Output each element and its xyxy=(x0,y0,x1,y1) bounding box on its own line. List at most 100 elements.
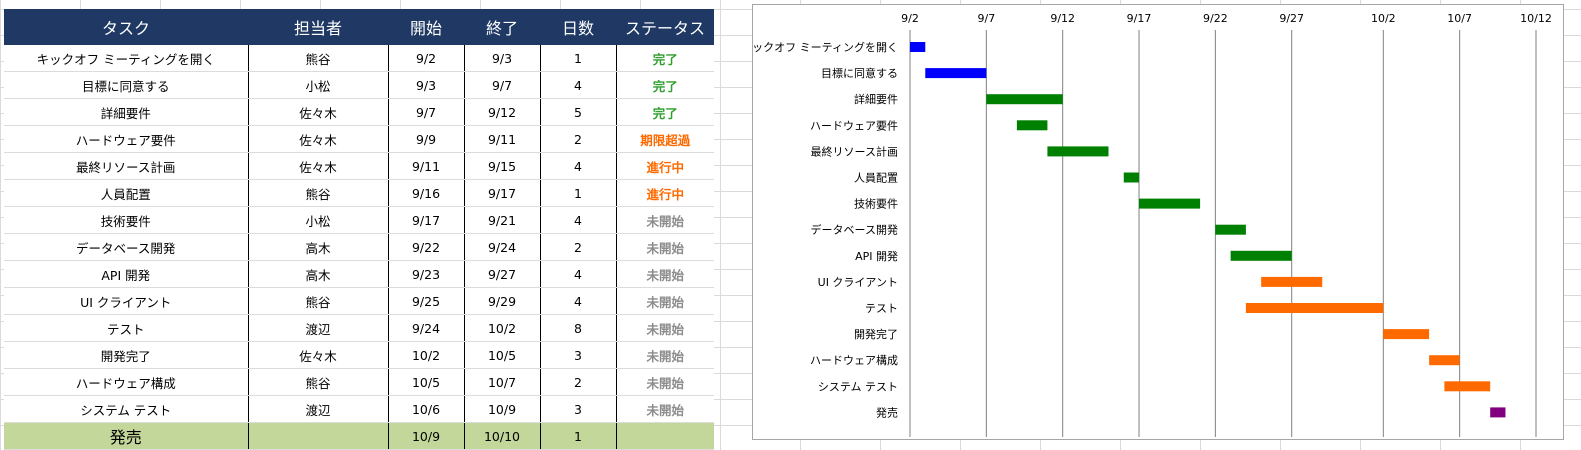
assignee-cell[interactable]: 渡辺 xyxy=(248,395,389,423)
table-row[interactable]: テスト 渡辺 9/24 10/2 8 未開始 xyxy=(4,314,714,342)
end-header[interactable]: 終了 xyxy=(464,9,540,45)
start-cell[interactable]: 9/24 xyxy=(388,314,465,342)
assignee-cell[interactable]: 熊谷 xyxy=(248,368,389,396)
table-row[interactable]: 詳細要件 佐々木 9/7 9/12 5 完了 xyxy=(4,98,714,126)
end-cell[interactable]: 10/7 xyxy=(464,368,541,396)
days-cell[interactable]: 4 xyxy=(540,260,617,288)
task-header[interactable]: タスク xyxy=(4,9,248,45)
status-cell[interactable]: 完了 xyxy=(616,45,714,72)
gantt-chart[interactable]: 9/2 9/7 9/12 9/17 9/22 9/27 10/2 10/7 10/12 キックオフ… xyxy=(752,4,1564,440)
start-cell[interactable]: 9/17 xyxy=(388,206,465,234)
status-cell[interactable]: 完了 xyxy=(616,98,714,126)
table-row[interactable]: 技術要件 小松 9/17 9/21 4 未開始 xyxy=(4,206,714,234)
start-cell[interactable]: 9/25 xyxy=(388,287,465,315)
task-cell[interactable]: キックオフ ミーティングを開く xyxy=(4,45,249,72)
table-row[interactable]: UI クライアント 熊谷 9/25 9/29 4 未開始 xyxy=(4,287,714,315)
days-cell[interactable]: 1 xyxy=(540,422,617,450)
status-cell[interactable] xyxy=(616,422,714,450)
task-cell[interactable]: 開発完了 xyxy=(4,341,249,369)
task-cell[interactable]: テスト xyxy=(4,314,249,342)
assignee-cell[interactable]: 渡辺 xyxy=(248,314,389,342)
start-cell[interactable]: 9/3 xyxy=(388,71,465,99)
end-cell[interactable]: 9/3 xyxy=(464,45,541,72)
days-cell[interactable]: 4 xyxy=(540,71,617,99)
task-cell[interactable]: ハードウェア要件 xyxy=(4,125,249,153)
status-cell[interactable]: 期限超過 xyxy=(616,125,714,153)
end-cell[interactable]: 9/27 xyxy=(464,260,541,288)
days-header[interactable]: 日数 xyxy=(540,9,616,45)
table-row[interactable]: 最終リソース計画 佐々木 9/11 9/15 4 進行中 xyxy=(4,152,714,180)
task-cell[interactable]: 詳細要件 xyxy=(4,98,249,126)
task-cell[interactable]: UI クライアント xyxy=(4,287,249,315)
days-cell[interactable]: 1 xyxy=(540,45,617,72)
status-cell[interactable]: 未開始 xyxy=(616,260,714,288)
table-row[interactable]: 人員配置 熊谷 9/16 9/17 1 進行中 xyxy=(4,179,714,207)
days-cell[interactable]: 2 xyxy=(540,368,617,396)
status-cell[interactable]: 進行中 xyxy=(616,152,714,180)
assignee-cell[interactable]: 熊谷 xyxy=(248,287,389,315)
days-cell[interactable]: 4 xyxy=(540,206,617,234)
end-cell[interactable]: 9/24 xyxy=(464,233,541,261)
start-cell[interactable]: 9/22 xyxy=(388,233,465,261)
end-cell[interactable]: 9/21 xyxy=(464,206,541,234)
assignee-cell[interactable]: 佐々木 xyxy=(248,152,389,180)
task-cell[interactable]: 人員配置 xyxy=(4,179,249,207)
assignee-cell[interactable]: 小松 xyxy=(248,206,389,234)
table-row[interactable]: システム テスト 渡辺 10/6 10/9 3 未開始 xyxy=(4,395,714,423)
assignee-cell[interactable]: 高木 xyxy=(248,260,389,288)
end-cell[interactable]: 10/9 xyxy=(464,395,541,423)
table-row[interactable]: ハードウェア構成 熊谷 10/5 10/7 2 未開始 xyxy=(4,368,714,396)
start-cell[interactable]: 9/9 xyxy=(388,125,465,153)
days-cell[interactable]: 3 xyxy=(540,341,617,369)
task-cell[interactable]: データベース開発 xyxy=(4,233,249,261)
status-header[interactable]: ステータス xyxy=(616,9,714,45)
table-row[interactable]: データベース開発 高木 9/22 9/24 2 未開始 xyxy=(4,233,714,261)
assignee-cell[interactable]: 佐々木 xyxy=(248,98,389,126)
start-cell[interactable]: 9/11 xyxy=(388,152,465,180)
table-row[interactable]: ハードウェア要件 佐々木 9/9 9/11 2 期限超過 xyxy=(4,125,714,153)
start-cell[interactable]: 10/5 xyxy=(388,368,465,396)
status-cell[interactable]: 未開始 xyxy=(616,314,714,342)
end-cell[interactable]: 10/2 xyxy=(464,314,541,342)
assignee-cell[interactable]: 佐々木 xyxy=(248,341,389,369)
table-row[interactable]: 発売 10/9 10/10 1 xyxy=(4,422,714,450)
start-cell[interactable]: 9/7 xyxy=(388,98,465,126)
task-cell[interactable]: ハードウェア構成 xyxy=(4,368,249,396)
status-cell[interactable]: 未開始 xyxy=(616,287,714,315)
task-cell[interactable]: API 開発 xyxy=(4,260,249,288)
end-cell[interactable]: 9/15 xyxy=(464,152,541,180)
status-cell[interactable]: 進行中 xyxy=(616,179,714,207)
task-cell[interactable]: 発売 xyxy=(4,422,249,450)
start-header[interactable]: 開始 xyxy=(388,9,464,45)
assignee-header[interactable]: 担当者 xyxy=(248,9,388,45)
days-cell[interactable]: 4 xyxy=(540,287,617,315)
end-cell[interactable]: 10/10 xyxy=(464,422,541,450)
assignee-cell[interactable]: 高木 xyxy=(248,233,389,261)
end-cell[interactable]: 9/29 xyxy=(464,287,541,315)
status-cell[interactable]: 未開始 xyxy=(616,206,714,234)
assignee-cell[interactable]: 小松 xyxy=(248,71,389,99)
table-row[interactable]: 開発完了 佐々木 10/2 10/5 3 未開始 xyxy=(4,341,714,369)
task-cell[interactable]: 技術要件 xyxy=(4,206,249,234)
start-cell[interactable]: 9/2 xyxy=(388,45,465,72)
assignee-cell[interactable]: 熊谷 xyxy=(248,179,389,207)
status-cell[interactable]: 未開始 xyxy=(616,233,714,261)
days-cell[interactable]: 2 xyxy=(540,233,617,261)
assignee-cell[interactable]: 熊谷 xyxy=(248,45,389,72)
task-cell[interactable]: システム テスト xyxy=(4,395,249,423)
table-row[interactable]: API 開発 高木 9/23 9/27 4 未開始 xyxy=(4,260,714,288)
end-cell[interactable]: 9/17 xyxy=(464,179,541,207)
days-cell[interactable]: 2 xyxy=(540,125,617,153)
start-cell[interactable]: 9/23 xyxy=(388,260,465,288)
assignee-cell[interactable]: 佐々木 xyxy=(248,125,389,153)
status-cell[interactable]: 未開始 xyxy=(616,341,714,369)
status-cell[interactable]: 未開始 xyxy=(616,395,714,423)
end-cell[interactable]: 10/5 xyxy=(464,341,541,369)
task-cell[interactable]: 最終リソース計画 xyxy=(4,152,249,180)
end-cell[interactable]: 9/11 xyxy=(464,125,541,153)
start-cell[interactable]: 10/6 xyxy=(388,395,465,423)
task-cell[interactable]: 目標に同意する xyxy=(4,71,249,99)
days-cell[interactable]: 5 xyxy=(540,98,617,126)
table-row[interactable]: キックオフ ミーティングを開く 熊谷 9/2 9/3 1 完了 xyxy=(4,45,714,72)
assignee-cell[interactable] xyxy=(248,422,389,450)
